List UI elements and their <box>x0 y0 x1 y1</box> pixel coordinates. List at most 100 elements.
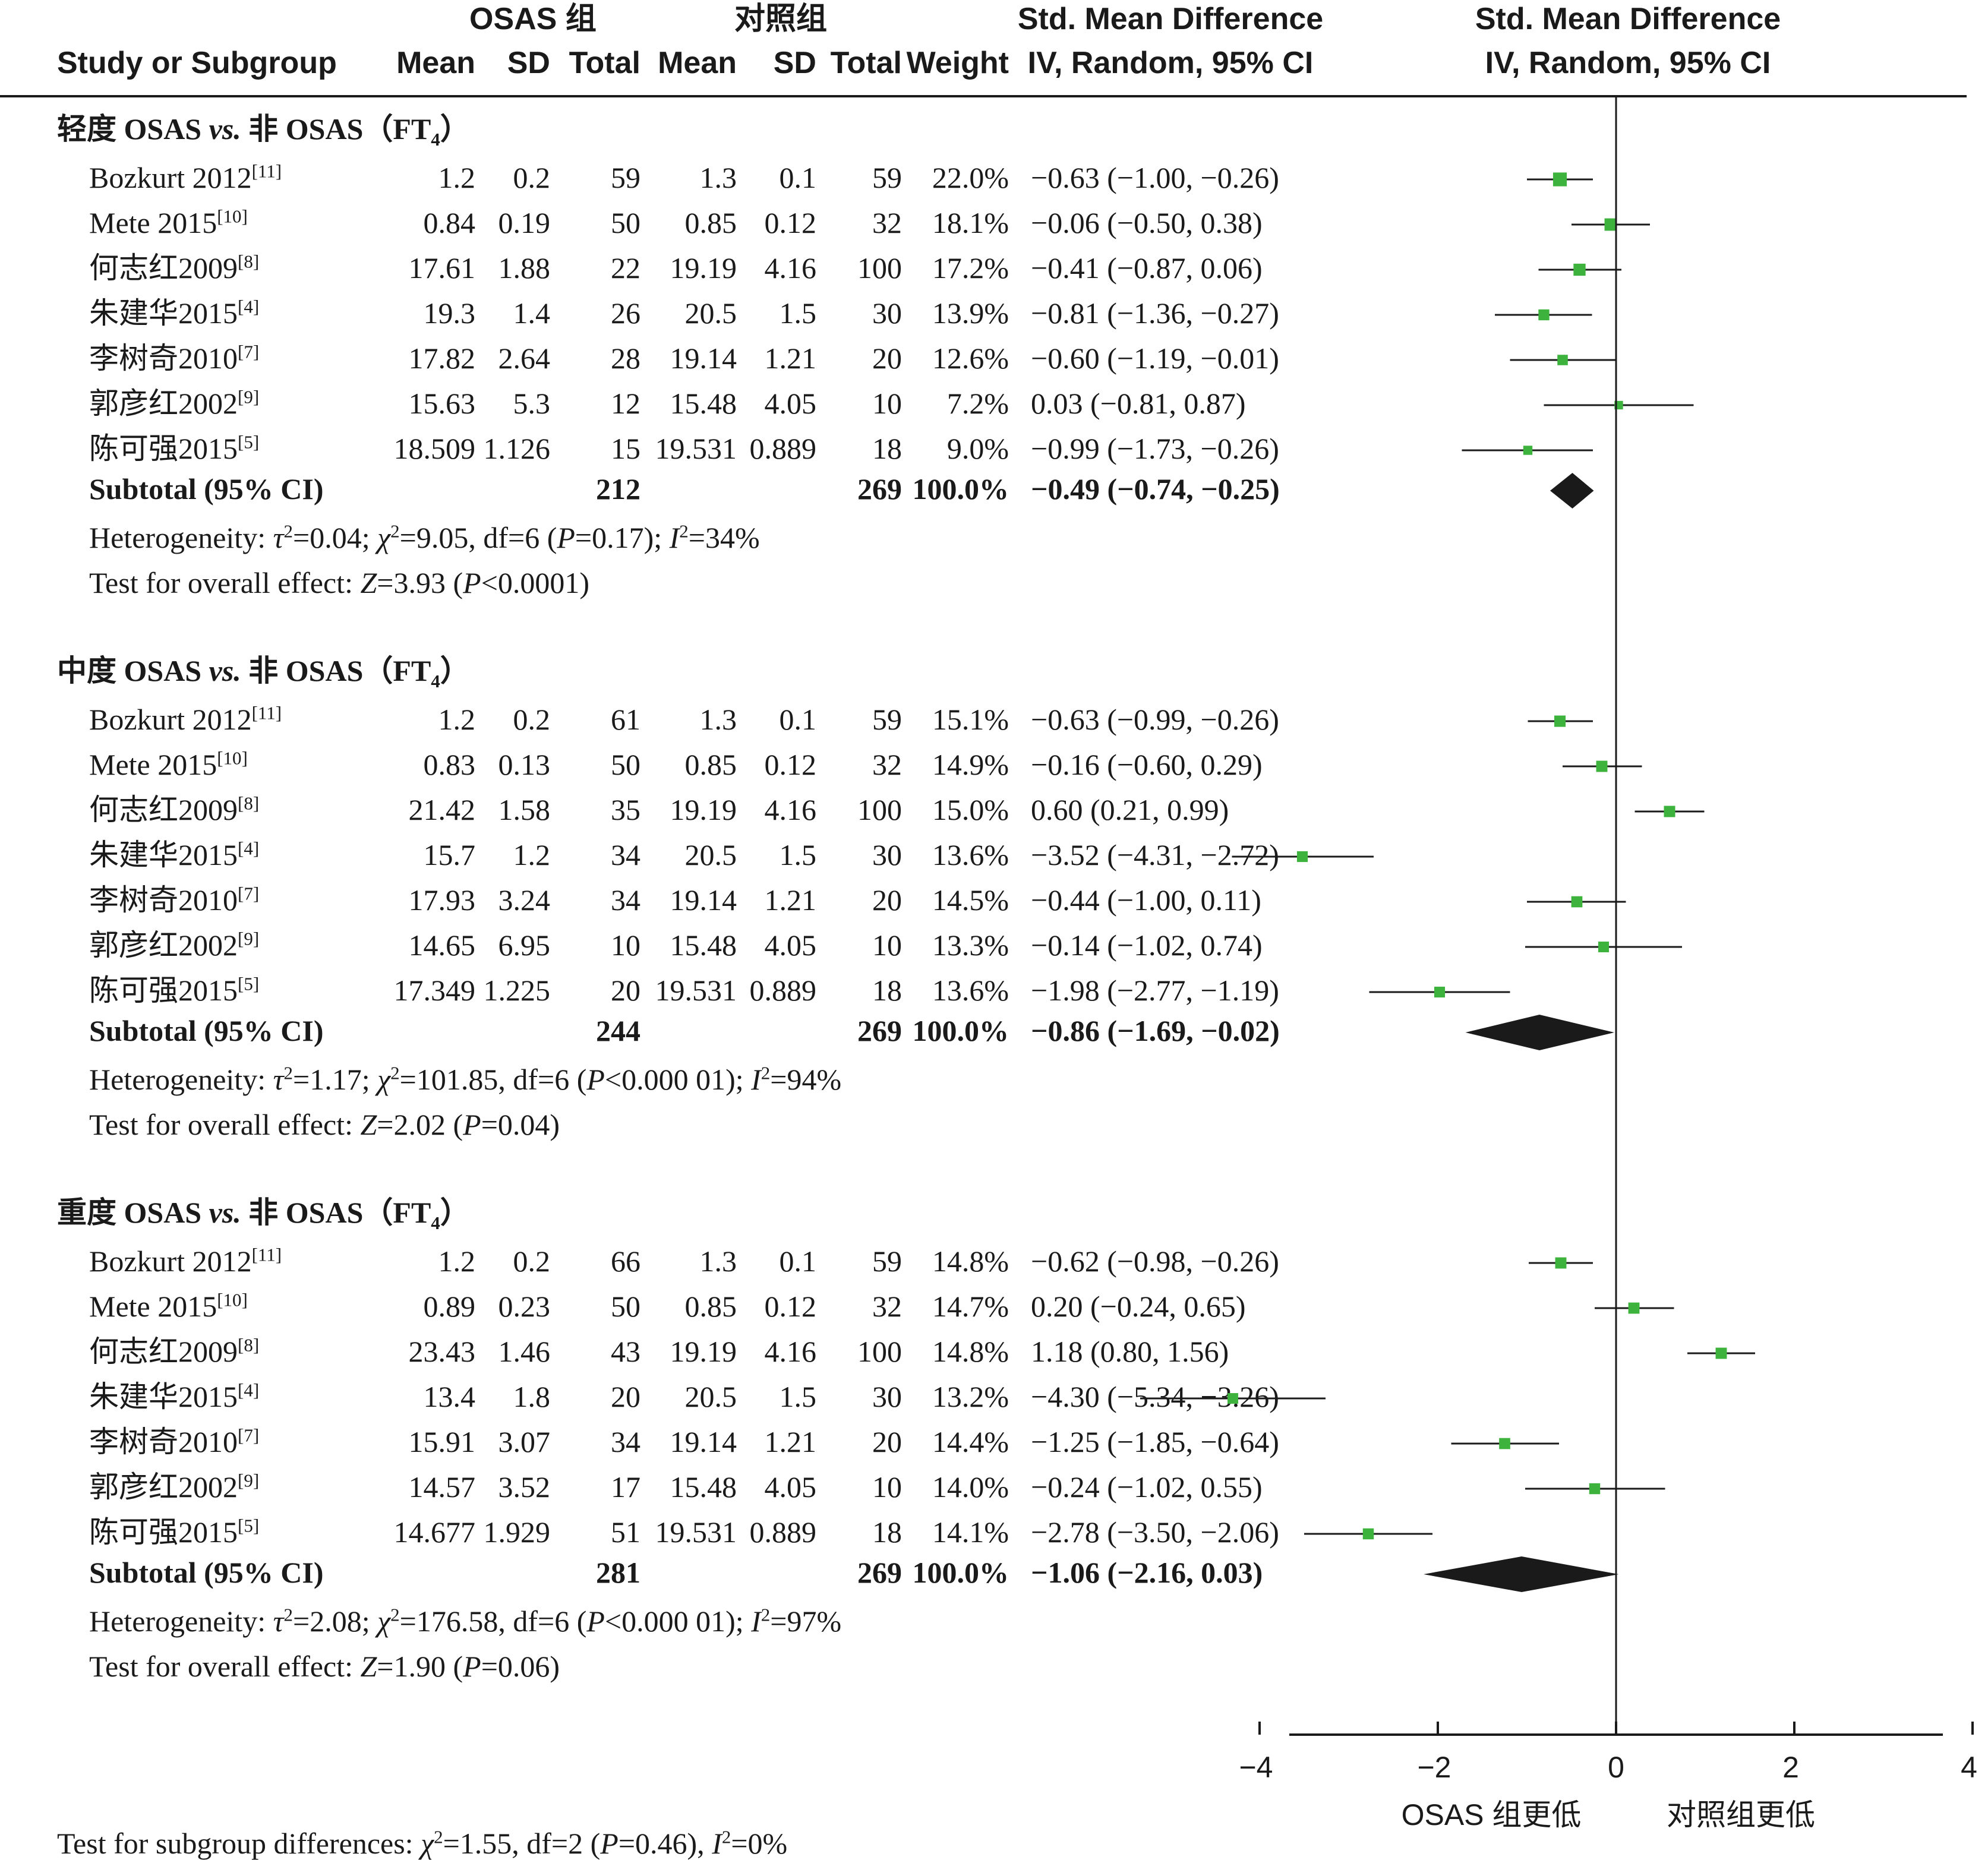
study-control-mean: 19.14 <box>670 342 737 375</box>
control-mean-header: Mean <box>658 46 737 80</box>
study-weight: 15.1% <box>932 703 1009 736</box>
overall-p: =0.06 <box>481 1650 550 1683</box>
sgd-i2: 0% <box>747 1827 788 1860</box>
header-rule <box>0 95 1967 97</box>
x-axis-tick-label: −4 <box>1239 1751 1273 1784</box>
study-control-total: 18 <box>872 1515 902 1549</box>
study-control-sd: 0.1 <box>779 161 817 194</box>
subgroup-title-title-vs: vs. <box>209 654 241 687</box>
study-control-total: 100 <box>857 793 902 826</box>
study-reference: [8] <box>238 1334 260 1356</box>
study-reference: [10] <box>217 747 248 769</box>
study-name-text: 朱建华2015 <box>89 296 238 330</box>
study-reference: [9] <box>238 386 260 408</box>
study-reference: [4] <box>238 1379 260 1401</box>
study-osas-total: 50 <box>611 748 640 781</box>
study-name: 李树奇2010[7] <box>89 884 259 915</box>
overall-z: 2.02 <box>393 1108 446 1141</box>
study-osas-total: 61 <box>611 703 640 736</box>
study-ci: −0.60 (−1.19, −0.01) <box>1031 342 1279 375</box>
study-effect-square <box>1664 806 1675 817</box>
study-control-sd: 4.05 <box>764 1470 817 1504</box>
study-effect-square <box>1296 851 1308 863</box>
subtotal-osas-total: 212 <box>596 472 640 506</box>
study-osas-sd: 1.8 <box>513 1380 551 1413</box>
study-name: Bozkurt 2012[11] <box>89 1245 282 1278</box>
study-osas-sd: 1.46 <box>498 1335 551 1368</box>
subtotal-weight: 100.0% <box>912 472 1009 506</box>
x-axis-tick-label: 2 <box>1782 1751 1799 1784</box>
study-effect-square <box>1557 355 1568 365</box>
study-osas-mean: 17.82 <box>408 342 476 375</box>
study-weight: 13.2% <box>932 1380 1009 1413</box>
subtotal-osas-total: 244 <box>596 1014 640 1047</box>
subgroup-title-title-vs: vs. <box>209 1196 241 1229</box>
study-name-text: 郭彦红2002 <box>89 929 238 962</box>
study-weight: 14.8% <box>932 1335 1009 1368</box>
study-osas-sd: 2.64 <box>498 342 551 375</box>
study-name: 朱建华2015[4] <box>89 838 260 870</box>
study-name-text: 李树奇2010 <box>89 1425 238 1458</box>
osas-group-header: OSAS 组 <box>469 2 597 36</box>
study-osas-mean: 13.4 <box>423 1380 476 1413</box>
study-ci: −0.99 (−1.73, −0.26) <box>1031 432 1279 465</box>
control-group-header: 对照组 <box>734 2 828 36</box>
study-reference: [9] <box>238 1470 260 1491</box>
study-osas-sd: 0.13 <box>498 748 551 781</box>
study-name-text: 陈可强2015 <box>89 1515 238 1549</box>
study-name: Bozkurt 2012[11] <box>89 703 282 736</box>
study-osas-sd: 0.19 <box>498 206 551 239</box>
study-weight: 14.1% <box>932 1515 1009 1549</box>
study-name: 陈可强2015[5] <box>89 431 260 463</box>
study-name-text: 陈可强2015 <box>89 974 238 1007</box>
study-osas-mean: 23.43 <box>408 1335 476 1368</box>
study-ci: −1.25 (−1.85, −0.64) <box>1031 1425 1279 1458</box>
study-ci: −0.06 (−0.50, 0.38) <box>1031 206 1263 239</box>
sgd-df: 2 <box>568 1827 583 1860</box>
effect-column-subtitle: IV, Random, 95% CI <box>1027 46 1314 80</box>
study-osas-sd: 3.24 <box>498 883 551 917</box>
study-osas-mean: 19.3 <box>423 296 476 330</box>
het-p: <0.000 01 <box>604 1063 726 1096</box>
sgd-chi2: 1.55 <box>459 1827 512 1860</box>
study-column-header: Study or Subgroup <box>57 46 337 80</box>
study-name: 郭彦红2002[9] <box>89 1470 260 1502</box>
study-ci: −0.63 (−0.99, −0.26) <box>1031 703 1279 736</box>
het-i2: 34% <box>705 521 760 554</box>
study-osas-total: 43 <box>611 1335 640 1368</box>
study-name: 何志红2009[8] <box>89 1334 260 1366</box>
study-ci: −0.24 (−1.02, 0.55) <box>1031 1470 1263 1504</box>
study-control-total: 59 <box>872 703 902 736</box>
study-effect-square <box>1554 715 1566 727</box>
study-reference: [5] <box>238 431 260 453</box>
overall-p: <0.0001 <box>481 566 580 599</box>
study-control-mean: 1.3 <box>699 161 737 194</box>
study-control-mean: 0.85 <box>684 748 737 781</box>
study-control-mean: 20.5 <box>684 296 737 330</box>
study-osas-total: 22 <box>611 251 640 285</box>
study-osas-total: 59 <box>611 161 640 194</box>
het-chi2: 101.85 <box>416 1063 498 1096</box>
study-effect-square <box>1573 263 1586 276</box>
study-osas-total: 26 <box>611 296 640 330</box>
study-weight: 13.9% <box>932 296 1009 330</box>
study-control-total: 59 <box>872 161 902 194</box>
subgroup-title-title-mid: 非 OSAS（FT <box>241 654 431 687</box>
study-osas-mean: 17.93 <box>408 883 476 917</box>
control-total-header: Total <box>830 46 902 80</box>
subtotal-osas-total: 281 <box>596 1556 640 1589</box>
study-name-text: Bozkurt 2012 <box>89 703 252 736</box>
study-control-mean: 19.14 <box>670 1425 737 1458</box>
het-df: 6 <box>525 521 540 554</box>
study-reference: [4] <box>238 838 260 859</box>
study-control-sd: 0.12 <box>764 748 817 781</box>
het-tau2: 2.08 <box>310 1605 362 1638</box>
study-name: 朱建华2015[4] <box>89 1379 260 1411</box>
study-ci: 0.20 (−0.24, 0.65) <box>1031 1290 1246 1323</box>
study-name-text: 李树奇2010 <box>89 342 238 375</box>
study-osas-total: 66 <box>611 1245 640 1278</box>
study-osas-total: 34 <box>611 883 640 917</box>
study-control-mean: 19.19 <box>670 793 737 826</box>
study-name-text: Bozkurt 2012 <box>89 1245 252 1278</box>
x-axis-tick-label: 4 <box>1961 1751 1977 1784</box>
